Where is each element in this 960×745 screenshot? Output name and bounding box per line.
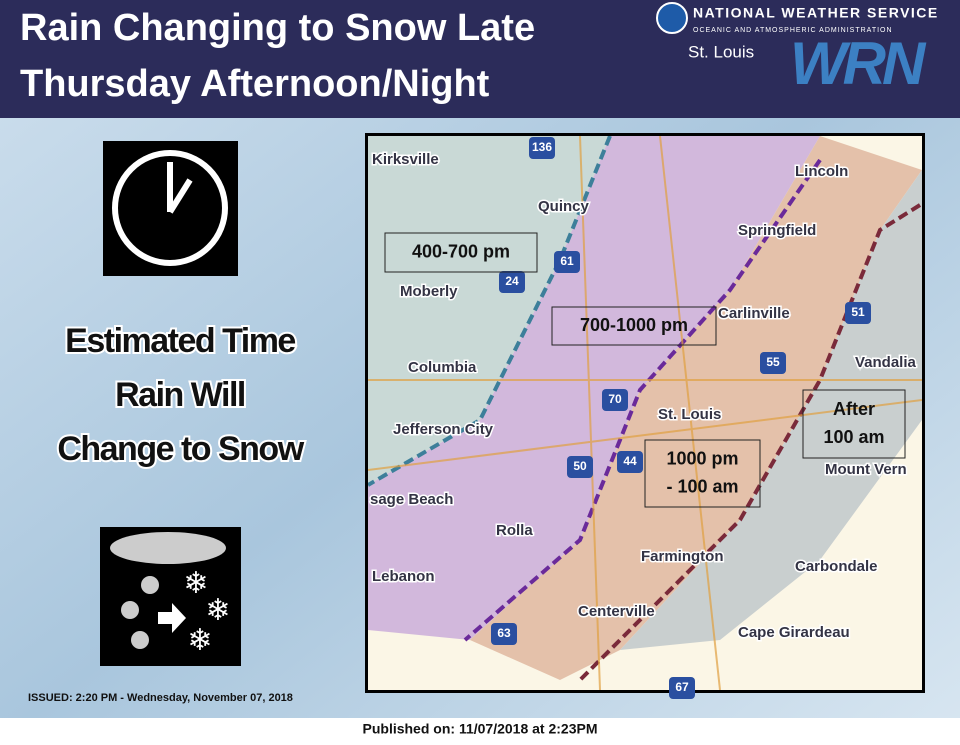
highway-number: 55 [766,355,780,369]
city: Moberly [400,283,458,300]
city: Rolla [496,522,533,539]
city: Carlinville [718,305,790,322]
city: Cape Girardeau [738,624,850,641]
city: Vandalia [855,354,917,371]
zone-label: 400-700 pm [412,241,510,261]
sidebar-line: Rain Will [115,376,245,414]
city: Jefferson City [393,421,494,438]
office: St. Louis [688,42,754,61]
city: Springfield [738,222,816,239]
city: Kirksville [372,151,439,168]
zone-area [368,136,820,640]
issued: ISSUED: 2:20 PM - Wednesday, November 07… [28,692,293,704]
raindrop [141,576,159,594]
zone-label: - 100 am [666,476,738,496]
city: Lincoln [795,163,848,180]
boundary [463,158,822,642]
city: Carbondale [795,558,878,575]
wrn-logo: WRN [790,30,927,97]
highway-shield [491,623,517,645]
zone-area [368,136,610,485]
footer-bar [0,718,960,740]
highway-shield [602,389,628,411]
raindrop [131,631,149,649]
highway-number: 61 [560,254,574,268]
agency-sub: OCEANIC AND ATMOSPHERIC ADMINISTRATION [693,27,893,34]
arrow [158,603,186,633]
title-line: Rain Changing to Snow Late [20,7,535,49]
highway-shield [845,302,871,324]
highway-shield [567,456,593,478]
city: Centerville [578,603,655,620]
highway-number: 50 [573,459,587,473]
raindrop [121,601,139,619]
sidebar-line: Change to Snow [57,430,304,468]
city: St. Louis [658,406,721,423]
zone-box [802,389,906,459]
highway-number: 44 [623,454,637,468]
highway-shield [499,271,525,293]
snowflake: ❄ [205,594,230,627]
highway-shield [617,451,643,473]
clock-hand [167,178,193,214]
zone-area [470,136,922,680]
city: Lebanon [372,568,435,585]
city: Columbia [408,359,477,376]
sidebar-line: Estimated Time [65,322,295,360]
highway-shield [529,137,555,159]
boundary [578,203,922,682]
cloud [110,532,226,564]
highway-shield [554,251,580,273]
highway-number: 51 [851,305,865,319]
highway-shield [760,352,786,374]
boundary [368,136,612,487]
zone-label: 100 am [823,427,884,447]
zone-box [644,439,761,508]
clock-face [112,150,228,266]
city: Mount Vern [825,461,907,478]
snowflake: ❄ [183,567,208,600]
highway-number: 63 [497,626,511,640]
highway-number: 24 [505,274,519,288]
header-bar [0,0,960,118]
noaa-logo [656,2,688,34]
zone-area [620,170,922,650]
zone-box [551,306,717,346]
zone-label: 700-1000 pm [580,315,688,335]
city: sage Beach [370,491,453,508]
city: Farmington [641,548,724,565]
highway-number: 67 [675,680,689,694]
highway-number: 136 [532,140,552,154]
zone-label: After [833,399,875,419]
zone-label: 1000 pm [666,448,738,468]
zone-box [384,232,538,273]
footer: Published on: 11/07/2018 at 2:23PM [363,721,598,737]
roads [368,136,922,690]
snowflake: ❄ [187,624,212,657]
title-line: Thursday Afternoon/Night [20,63,490,105]
city: Quincy [538,198,590,215]
highway-number: 70 [608,392,622,406]
highway-shield [669,677,695,699]
agency: NATIONAL WEATHER SERVICE [693,5,939,21]
